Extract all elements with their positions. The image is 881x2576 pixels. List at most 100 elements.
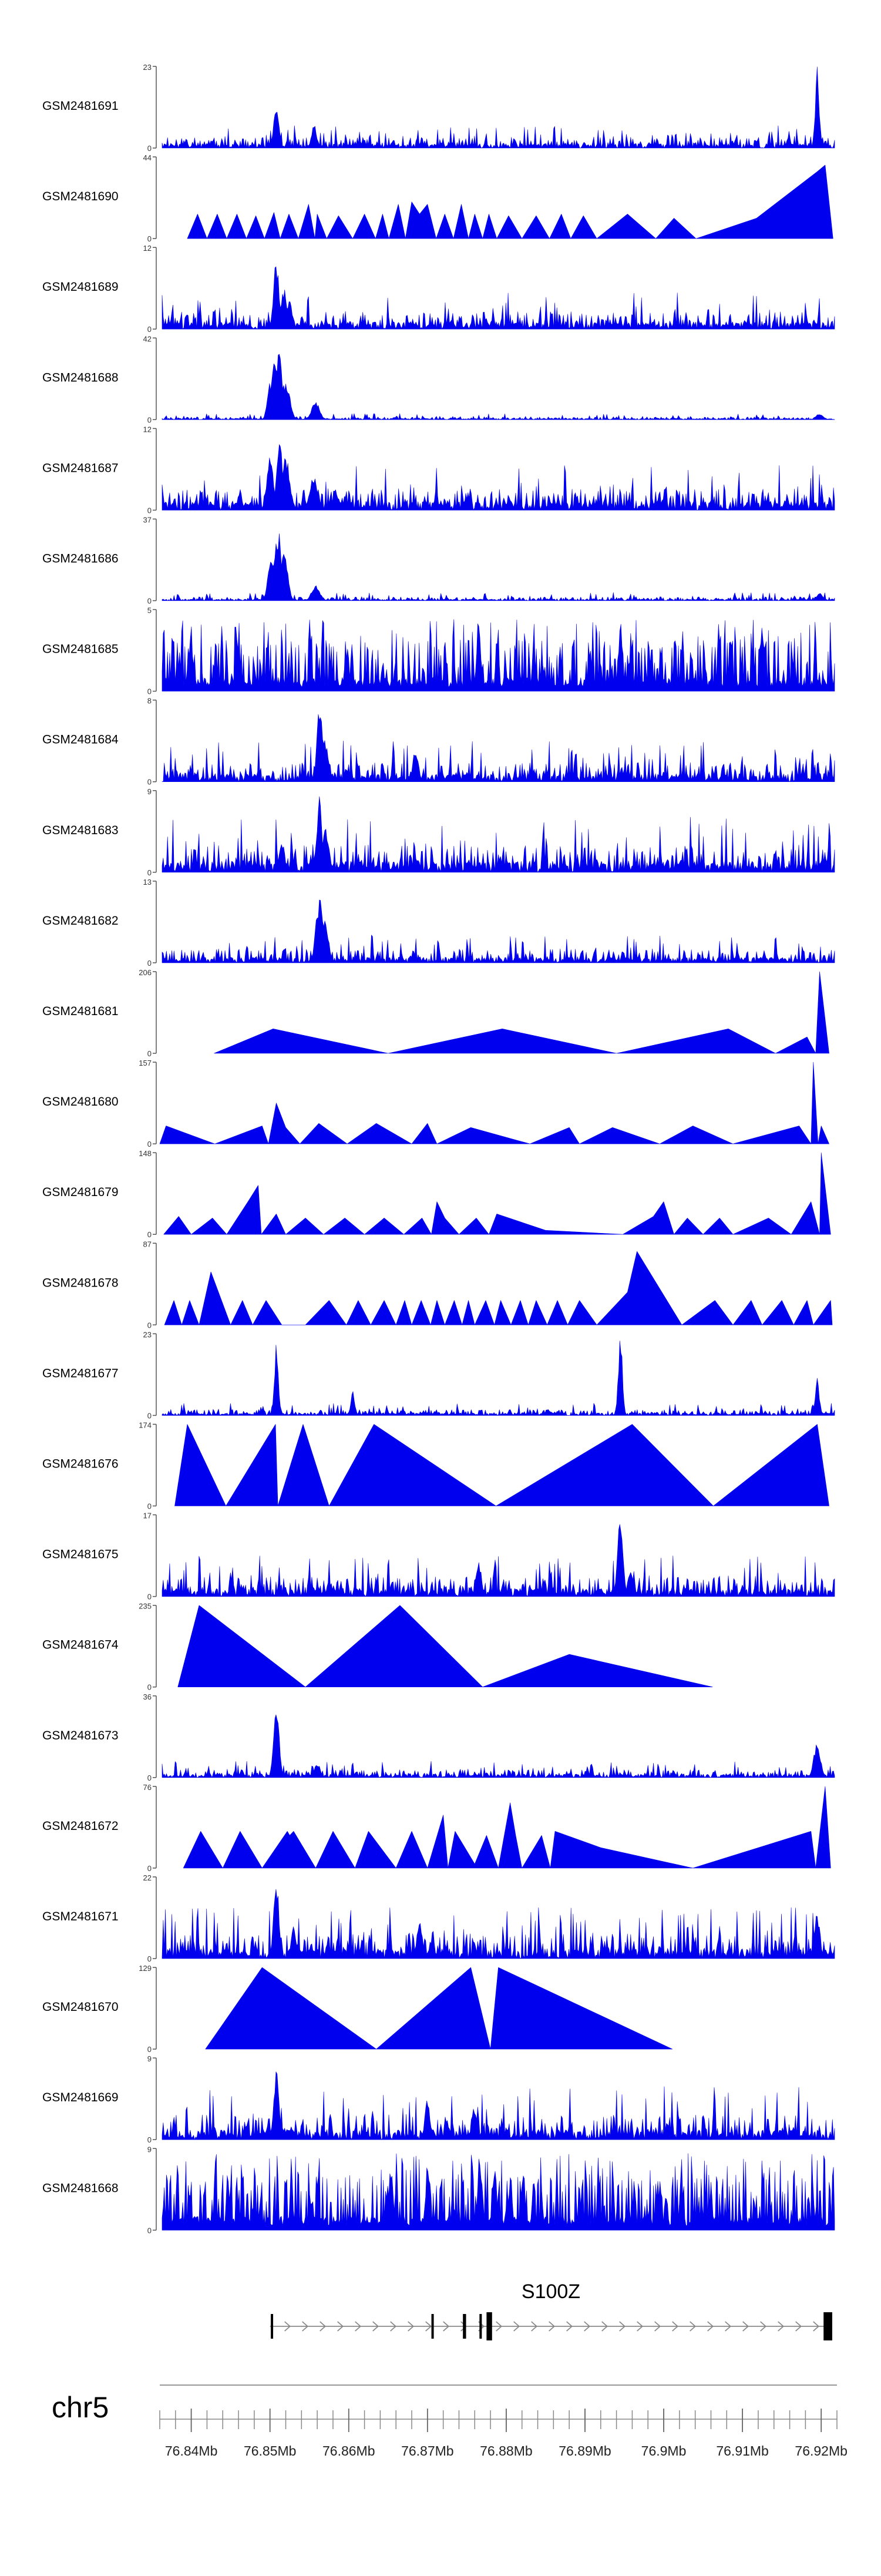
y-max-label: 36 [143, 1692, 152, 1701]
track-label: GSM2481681 [42, 1005, 119, 1018]
track-label: GSM2481669 [42, 2091, 119, 2104]
x-tick-label: 76.89Mb [559, 2443, 611, 2459]
strand-arrow [460, 2321, 468, 2332]
strand-arrow [284, 2321, 291, 2332]
y-zero-label: 0 [147, 1683, 152, 1692]
strand-arrow [355, 2321, 362, 2332]
strand-arrow [443, 2321, 450, 2332]
track-GSM2481685: GSM2481685 5 0 [42, 606, 835, 696]
y-max-label: 22 [143, 1873, 152, 1882]
strand-arrow [566, 2321, 573, 2332]
x-tick-label: 76.85Mb [244, 2443, 297, 2459]
strand-arrow [637, 2321, 644, 2332]
y-max-label: 76 [143, 1783, 152, 1792]
coverage-area [162, 619, 835, 691]
track-GSM2481675: GSM2481675 17 0 [42, 1512, 835, 1601]
chromosome-label: chr5 [52, 2391, 109, 2424]
track-label: GSM2481675 [42, 1548, 119, 1561]
x-tick-label: 76.91Mb [716, 2443, 769, 2459]
strand-arrow [707, 2321, 714, 2332]
y-zero-label: 0 [147, 325, 152, 334]
y-max-label: 148 [139, 1149, 152, 1158]
track-label: GSM2481686 [42, 552, 119, 566]
y-max-label: 9 [147, 2054, 152, 2063]
track-label: GSM2481690 [42, 190, 119, 203]
coverage-area [162, 1889, 835, 1959]
x-tick-label: 76.87Mb [401, 2443, 454, 2459]
y-zero-label: 0 [147, 1954, 152, 1963]
coverage-area [162, 354, 835, 420]
x-tick-label: 76.9Mb [641, 2443, 687, 2459]
y-zero-label: 0 [147, 506, 152, 515]
track-GSM2481689: GSM2481689 12 0 [42, 244, 835, 334]
strand-arrow [760, 2321, 767, 2332]
track-label: GSM2481679 [42, 1185, 119, 1199]
track-label: GSM2481670 [42, 2000, 119, 2014]
track-label: GSM2481683 [42, 824, 119, 837]
coverage-tracks: GSM2481691230GSM2481690440GSM2481689120G… [42, 63, 835, 2235]
strand-arrow [337, 2321, 344, 2332]
exon [823, 2312, 832, 2340]
track-label: GSM2481676 [42, 1457, 119, 1471]
coverage-area [162, 266, 835, 330]
y-max-label: 87 [143, 1240, 152, 1248]
y-zero-label: 0 [147, 144, 152, 153]
strand-arrow [690, 2321, 697, 2332]
track-GSM2481669: GSM2481669 9 0 [42, 2054, 835, 2144]
coverage-area [174, 1424, 829, 1506]
track-GSM2481683: GSM2481683 9 0 [42, 787, 835, 877]
track-GSM2481671: GSM2481671 22 0 [42, 1873, 835, 1963]
coverage-area [162, 899, 835, 963]
gene-label: S100Z [522, 2281, 580, 2303]
coverage-area [183, 1786, 831, 1869]
coverage-area [162, 2153, 835, 2231]
y-max-label: 206 [139, 968, 152, 977]
y-zero-label: 0 [147, 2045, 152, 2054]
strand-arrow [390, 2321, 397, 2332]
coverage-area [159, 1062, 829, 1144]
track-label: GSM2481691 [42, 99, 119, 113]
y-zero-label: 0 [147, 1864, 152, 1873]
exon [271, 2314, 274, 2339]
coverage-area [163, 1152, 831, 1235]
genome-axis: chr5 76.84Mb 76.85Mb 76.86Mb 76.87Mb 76.88Mb… [52, 2384, 848, 2459]
y-zero-label: 0 [147, 687, 152, 696]
strand-arrow [654, 2321, 661, 2332]
coverage-area [162, 714, 835, 782]
exon [431, 2314, 434, 2339]
y-max-label: 23 [143, 63, 152, 72]
track-label: GSM2481672 [42, 1819, 119, 1833]
track-label: GSM2481688 [42, 371, 119, 384]
track-GSM2481672: GSM2481672 76 0 [42, 1783, 831, 1873]
y-max-label: 9 [147, 2145, 152, 2154]
strand-arrow [619, 2321, 626, 2332]
y-max-label: 17 [143, 1512, 152, 1520]
strand-arrow [549, 2321, 556, 2332]
strand-arrow [672, 2321, 679, 2332]
strand-arrow [742, 2321, 749, 2332]
track-label: GSM2481689 [42, 280, 119, 294]
track-label: GSM2481668 [42, 2181, 119, 2195]
track-label: GSM2481673 [42, 1729, 119, 1742]
track-GSM2481677: GSM2481677 23 0 [42, 1330, 835, 1420]
track-label: GSM2481685 [42, 643, 119, 656]
strand-arrow [513, 2321, 520, 2332]
x-tick-label: 76.86Mb [322, 2443, 375, 2459]
track-GSM2481686: GSM2481686 37 0 [42, 516, 835, 606]
coverage-area [164, 1251, 833, 1325]
y-max-label: 42 [143, 334, 152, 343]
strand-arrow [601, 2321, 608, 2332]
track-label: GSM2481677 [42, 1366, 119, 1380]
strand-arrow [531, 2321, 538, 2332]
track-label: GSM2481687 [42, 461, 119, 475]
x-tick-label: 76.88Mb [480, 2443, 533, 2459]
y-max-label: 5 [147, 606, 152, 615]
track-GSM2481681: GSM2481681 206 0 [42, 968, 829, 1058]
y-zero-label: 0 [147, 1502, 152, 1511]
x-tick-label: 76.92Mb [795, 2443, 848, 2459]
track-label: GSM2481671 [42, 1910, 119, 1923]
y-max-label: 13 [143, 878, 152, 886]
track-GSM2481670: GSM2481670 129 0 [42, 1964, 673, 2054]
y-zero-label: 0 [147, 1049, 152, 1058]
